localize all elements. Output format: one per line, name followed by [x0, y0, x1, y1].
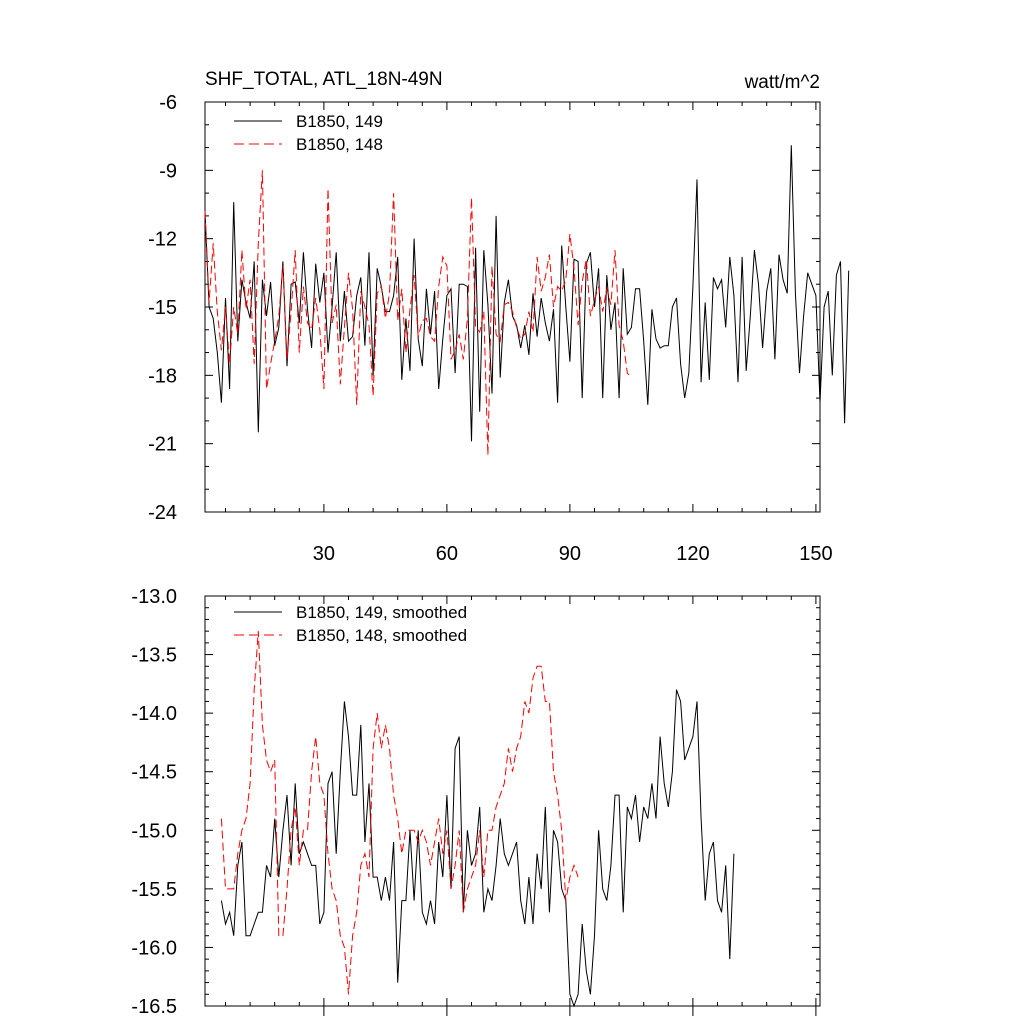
y-tick-label: -9 — [159, 160, 177, 182]
legend-label-149: B1850, 149 — [296, 112, 383, 131]
chart-title: SHF_TOTAL, ATL_18N-49N — [205, 69, 443, 90]
y-tick-label: -15.0 — [131, 820, 177, 842]
x-tick-label: 90 — [559, 543, 581, 565]
y-tick-label: -16.5 — [131, 996, 177, 1018]
top-series — [204, 145, 850, 456]
y-tick-label: -6 — [159, 92, 177, 114]
x-tick-label: 150 — [799, 543, 832, 565]
bottom-ticks: -16.5 -16.0 -15.5 -15.0 -14.5 -14.0 -13.5 -13.0 — [131, 586, 820, 1018]
series-line-148-smoothed — [220, 631, 579, 995]
bottom-plot-frame — [204, 595, 821, 1007]
x-tick-label: 60 — [436, 543, 458, 565]
top-ticks: 30 60 90 120 150 -24 -21 -18 -15 -12 -9 -6 — [148, 92, 832, 565]
bottom-legend: B1850, 149, smoothed B1850, 148, smoothe… — [234, 603, 467, 645]
legend-label-149-smoothed: B1850, 149, smoothed — [296, 603, 467, 622]
y-tick-label: -14.0 — [131, 703, 177, 725]
series-line-149-smoothed — [220, 689, 735, 1008]
top-legend: B1850, 149 B1850, 148 — [234, 112, 383, 154]
x-tick-label: 30 — [313, 543, 335, 565]
series-line-148 — [204, 170, 632, 456]
y-tick-label: -13.5 — [131, 645, 177, 667]
y-tick-label: -14.5 — [131, 762, 177, 784]
legend-label-148: B1850, 148 — [296, 135, 383, 154]
y-tick-label: -12 — [148, 229, 177, 251]
series-line-149 — [204, 145, 850, 442]
y-tick-label: -24 — [148, 502, 177, 524]
bottom-panel: -16.5 -16.0 -15.5 -15.0 -14.5 -14.0 -13.5 -13.0… — [131, 586, 821, 1018]
y-tick-label: -13.0 — [131, 586, 177, 608]
y-tick-label: -16.0 — [131, 937, 177, 959]
legend-label-148-smoothed: B1850, 148, smoothed — [296, 626, 467, 645]
bottom-series — [220, 631, 735, 1008]
x-tick-label: 120 — [676, 543, 709, 565]
y-tick-label: -18 — [148, 365, 177, 387]
y-tick-label: -15.5 — [131, 879, 177, 901]
top-panel: SHF_TOTAL, ATL_18N-49N watt/m^2 30 60 90 12… — [148, 69, 850, 565]
y-tick-label: -21 — [148, 434, 177, 456]
y-tick-label: -15 — [148, 297, 177, 319]
units-label: watt/m^2 — [744, 72, 820, 93]
